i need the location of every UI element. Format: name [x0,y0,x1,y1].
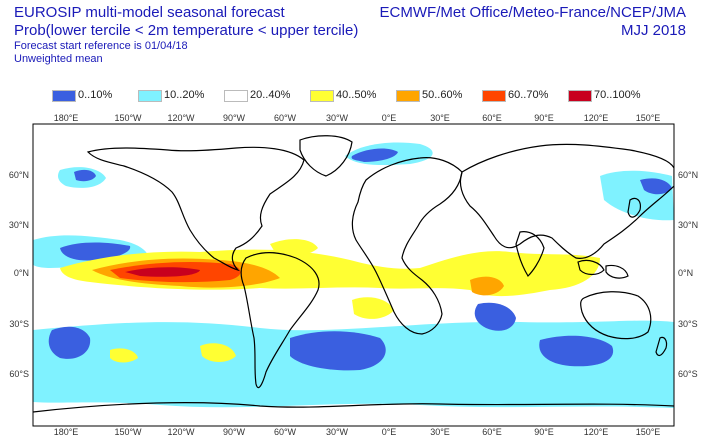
south-pacific-yellow [200,343,236,362]
coastlines [33,135,674,413]
title-line-1: EUROSIP multi-model seasonal forecast [14,4,285,21]
legend-swatch [482,90,506,102]
lon-label-bottom-30e: 30°E [430,427,450,437]
indian-ocean-orange [470,276,504,296]
india-outline [515,231,545,277]
legend-label: 20..40% [250,89,291,101]
south-pacific-blue-patch [290,331,386,371]
lon-label-bottom-120e: 120°E [584,427,609,437]
asia-outline [459,143,674,259]
period-label: MJJ 2018 [620,22,686,39]
centres-label: ECMWF/Met Office/Meteo-France/NCEP/JMA [379,4,686,21]
lon-label-bottom-150w: 150°W [114,427,142,437]
legend-label: 60..70% [508,89,549,101]
legend-swatch [396,90,420,102]
south-atlantic-blue-patch [474,302,516,331]
latitude-labels-left: 60°N 30°N 0°N 30°S 60°S [9,170,29,379]
lon-label-top-90w: 90°W [223,113,246,123]
legend-swatch [310,90,334,102]
longitude-labels-bottom: 180°E 150°W 120°W 90°W 60°W 30°W 0°E 30°… [54,427,661,437]
lon-label-bottom-90e: 90°E [534,427,554,437]
lat-label-right-30s: 30°S [678,319,698,329]
lon-label-top-180e: 180°E [54,113,79,123]
greenland-outline [299,135,353,177]
title-line-2: Prob(lower tercile < 2m temperature < up… [14,22,359,39]
lon-label-top-60e: 60°E [482,113,502,123]
lon-label-bottom-30w: 30°W [326,427,349,437]
lon-label-top-150e: 150°E [636,113,661,123]
lon-label-top-90e: 90°E [534,113,554,123]
lon-label-top-150w: 150°W [114,113,142,123]
lon-label-bottom-60e: 60°E [482,427,502,437]
south-west-pacific-blue-patch [48,326,91,359]
longitude-labels-top: 180°E 150°W 120°W 90°W 60°W 30°W 0°E 30°… [54,113,661,123]
lon-label-bottom-180e: 180°E [54,427,79,437]
lat-label-left-30n: 30°N [9,220,29,230]
lon-label-bottom-120w: 120°W [167,427,195,437]
south-indian-blue-patch [539,335,614,367]
south-atlantic-yellow [352,297,394,319]
legend-swatch [52,90,76,102]
lon-label-top-30w: 30°W [326,113,349,123]
equatorial-pacific-darkred [125,267,200,277]
lon-label-top-60w: 60°W [274,113,297,123]
legend-swatch [568,90,592,102]
legend-label: 40..50% [336,89,377,101]
north-pacific-blue-band [60,242,131,261]
legend-swatch [224,90,248,102]
lon-label-bottom-90w: 90°W [223,427,246,437]
forecast-reference: Forecast start reference is 01/04/18 [14,40,188,52]
lon-label-top-0e: 0°E [382,113,397,123]
legend-label: 50..60% [422,89,463,101]
lon-label-bottom-60w: 60°W [274,427,297,437]
lon-label-bottom-150e: 150°E [636,427,661,437]
southeast-asia-islands [577,259,629,279]
legend-label: 0..10% [78,89,113,101]
header-right: ECMWF/Met Office/Meteo-France/NCEP/JMA M… [380,4,686,40]
legend-swatch [138,90,162,102]
lat-label-left-60s: 60°S [9,369,29,379]
lon-label-top-120e: 120°E [584,113,609,123]
lon-label-top-120w: 120°W [167,113,195,123]
lat-label-right-0n: 0°N [678,268,693,278]
east-asia-blue-patch [640,178,672,195]
north-atlantic-yellow [270,239,318,256]
lat-label-left-30s: 30°S [9,319,29,329]
weighting-note: Unweighted mean [14,53,103,65]
antarctica-outline [33,402,674,413]
lon-label-top-30e: 30°E [430,113,450,123]
lat-label-right-30n: 30°N [678,220,698,230]
legend-label: 70..100% [594,89,641,101]
header-left: EUROSIP multi-model seasonal forecast Pr… [14,4,358,66]
lat-label-right-60s: 60°S [678,369,698,379]
probability-shading [33,142,674,408]
north-pacific-small-blue [74,169,96,182]
south-pacific-yellow-2 [110,348,138,363]
lon-label-bottom-0e: 0°E [382,427,397,437]
north-america-outline [86,146,305,272]
arctic-blue-patch [351,148,398,162]
south-america-outline [240,252,320,389]
japan-outline [627,197,641,218]
lat-label-left-60n: 60°N [9,170,29,180]
new-zealand-outline [655,336,668,357]
lat-label-left-0n: 0°N [14,268,29,278]
latitude-labels-right: 60°N 30°N 0°N 30°S 60°S [678,170,698,379]
lat-label-right-60n: 60°N [678,170,698,180]
map-frame [32,123,675,427]
legend-label: 10..20% [164,89,205,101]
australia-outline [580,291,652,340]
